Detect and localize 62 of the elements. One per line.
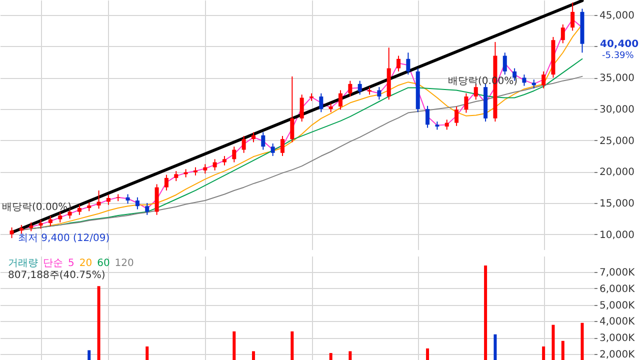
y-tick-label: 10,000 — [600, 230, 634, 241]
text: 120 — [114, 258, 134, 269]
text: 단순 — [43, 258, 63, 269]
y-tick-label: 25,000 — [600, 136, 634, 147]
y-tick-label: 20,000 — [600, 167, 634, 178]
candlestick — [10, 226, 14, 239]
candlestick — [242, 135, 246, 154]
candlestick — [232, 146, 236, 163]
annotation: 배당락(0.00%) — [2, 202, 72, 213]
y-tick-label: 30,000 — [600, 104, 634, 116]
candlestick — [502, 52, 507, 76]
candlestick — [174, 170, 178, 182]
candlestick — [396, 55, 401, 72]
candlestick — [106, 194, 110, 206]
text: 20 — [79, 258, 92, 269]
candlestick — [560, 24, 565, 44]
y-tick-label: 2,000K — [600, 350, 636, 360]
candlestick — [261, 132, 266, 150]
annotation: 최저 9,400 (12/09) — [18, 233, 110, 244]
legend-title: 거래량 — [8, 258, 38, 269]
candlestick — [135, 196, 140, 210]
candlestick — [300, 94, 304, 122]
candlestick — [212, 158, 217, 171]
y-tick-label: 15,000 — [600, 198, 634, 210]
y-tick-label: 7,000K — [600, 268, 636, 279]
candlestick — [77, 204, 82, 216]
candlestick — [377, 86, 382, 100]
candlestick — [522, 74, 526, 86]
candlestick — [164, 174, 168, 191]
candlestick — [444, 119, 449, 130]
candlestick — [542, 70, 546, 89]
text: 60 — [97, 258, 110, 269]
candlestick — [454, 106, 459, 126]
candlestick — [280, 135, 284, 157]
candlestick — [348, 80, 352, 97]
text: 40,400 — [600, 39, 639, 50]
candlestick — [319, 92, 324, 113]
annotation: 807,188주(40.75%) — [8, 270, 106, 281]
candlestick — [358, 80, 362, 96]
y-tick-label: 4,000K — [600, 316, 636, 328]
candlestick — [338, 90, 343, 110]
text: 5 — [68, 258, 74, 269]
candlestick — [406, 52, 410, 76]
candlestick — [222, 156, 226, 166]
candlestick — [145, 202, 150, 216]
candlestick — [58, 212, 62, 223]
text: -5.39% — [602, 51, 634, 61]
y-tick-label: 6,000K — [600, 284, 636, 295]
candlestick — [270, 142, 275, 157]
candlestick — [96, 190, 101, 210]
candlestick — [570, 2, 575, 32]
y-tick-label: 35,000 — [600, 73, 634, 84]
candlestick — [126, 194, 130, 204]
y-tick-label: 5,000K — [600, 300, 636, 312]
candlestick — [426, 105, 430, 128]
candlestick — [251, 132, 256, 143]
y-tick-label: 3,000K — [600, 333, 636, 344]
y-tick-label: 45,000 — [600, 10, 634, 22]
candlestick — [464, 92, 468, 114]
candlestick — [48, 216, 52, 227]
candlestick — [203, 164, 208, 174]
candlestick — [290, 76, 294, 143]
